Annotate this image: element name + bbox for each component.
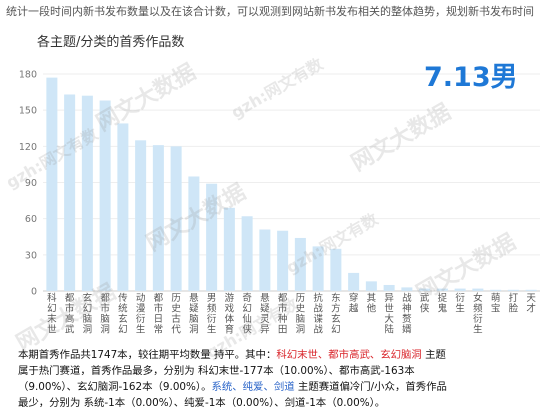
cold-topic: 剑道 [273,381,295,393]
summary-text-part: 主题 [421,349,446,361]
bars [46,77,537,292]
bar [383,284,395,291]
bar [135,140,147,291]
x-tick-label: 东方玄幻 [331,292,341,336]
x-tick-label: 都市高武 [65,293,75,336]
bar [241,216,253,291]
x-axis-labels: 科幻末世都市高武玄幻脑洞都市脑洞传统玄幻动漫衍生都市日常历史古代悬疑脑洞男频衍生… [47,292,536,336]
bar [490,289,502,291]
bar [525,289,537,291]
date-badge: 7.13男 [424,62,518,93]
summary-text-part: 本期首秀作品共1747本，较往期平均数量 持平。其中： [18,349,277,361]
bar [46,77,58,292]
hot-topic: 玄幻脑洞 [380,349,422,361]
y-tick-label: 120 [19,142,37,153]
summary-line-1: 本期首秀作品共1747本，较往期平均数量 持平。其中：科幻末世、都市高武、玄幻脑… [18,347,528,363]
y-tick-label: 60 [25,214,37,225]
y-tick-label: 0 [31,287,37,298]
separator: 、 [232,381,243,393]
y-tick-label: 180 [19,70,37,81]
x-tick-label: 捉鬼 [438,292,448,315]
bar [472,288,484,291]
x-tick-label: 衍生 [455,292,465,315]
bar [81,95,93,291]
x-tick-label: 历史古代 [171,293,181,336]
x-tick-label: 其他 [367,293,377,315]
summary-line-3: （9.00%）、玄幻脑洞-162本（9.00%）。系统、纯爱、剑道 主题赛道偏冷… [18,379,528,395]
bar [294,237,306,291]
chart-title: 各主题/分类的首秀作品数 [37,35,185,50]
bar [365,281,377,291]
x-tick-label: 悬疑灵异 [260,293,270,336]
summary-line-2: 属于热门赛道，首秀作品最多，分别为 科幻末世-177本（10.00%）、都市高武… [18,365,415,377]
bar [348,272,360,291]
cold-topic: 系统 [211,381,233,393]
bar [188,176,200,291]
x-tick-label: 游戏体育 [225,292,235,336]
summary-line-4: 最少，分别为 系统-1本（0.00%）、纯爱-1本（0.00%）、剑道-1本（0… [18,397,386,409]
bar [206,183,218,291]
bar [507,289,519,291]
x-tick-label: 都市种田 [278,293,288,336]
bar [419,288,431,291]
x-tick-label: 都市日常 [154,293,164,336]
hot-topic: 科幻末世 [276,349,318,361]
x-tick-label: 男频衍生 [207,293,217,336]
x-tick-label: 萌宝 [491,292,501,315]
x-tick-label: 传统玄幻 [118,292,128,336]
x-tick-label: 天才 [526,293,536,315]
page-description: 统计一段时间内新书发布数量以及在该合计数，可以观测到网站新书发布相关的整体趋势，… [6,5,534,18]
bar [64,94,76,292]
y-tick-label: 90 [25,178,37,189]
y-tick-label: 150 [19,106,37,117]
summary-text-part: （9.00%）、玄幻脑洞-162本（9.00%）。 [18,381,212,393]
x-tick-label: 悬疑脑洞 [189,293,199,336]
bar [401,287,413,291]
bar [330,248,342,291]
x-tick-label: 女频衍生 [473,292,483,336]
hot-topic: 都市高武 [328,349,370,361]
x-tick-label: 动漫衍生 [136,293,146,336]
separator: 、 [369,349,381,361]
bar [170,146,182,291]
x-tick-label: 穿越 [349,292,359,315]
x-tick-label: 武侠 [420,292,430,315]
x-tick-label: 都市脑洞 [100,293,110,336]
bar [259,229,271,291]
separator: 、 [263,381,274,393]
x-tick-label: 科幻末世 [47,292,57,336]
bar [152,145,164,291]
bar [436,288,448,291]
x-tick-label: 抗战谍战 [313,292,323,336]
cold-topic: 纯爱 [242,381,264,393]
separator: 、 [317,349,329,361]
x-tick-label: 打脸 [509,292,519,315]
y-axis-ticks: 0 30 60 90 120 150 180 [19,70,37,298]
x-tick-label: 玄幻脑洞 [83,292,93,336]
bar [454,288,466,291]
x-tick-label: 奇幻仙侠 [242,292,252,336]
bar [99,100,111,292]
summary-text-part: 主题赛道偏冷门/小众，首秀作品 [294,381,447,393]
bar [223,207,235,291]
bar [117,123,129,292]
y-tick-label: 30 [25,250,37,261]
bar [312,246,324,291]
bar [277,230,289,291]
bar-chart: 0 30 60 90 120 150 180 科幻末世都市高武玄幻脑洞都市脑洞传统玄幻动漫衍… [19,70,540,336]
x-tick-label: 历史脑洞 [296,293,306,336]
summary-text: 本期首秀作品共1747本，较往期平均数量 持平。其中：科幻末世、都市高武、玄幻脑… [18,347,528,411]
x-tick-label: 异世大陆 [384,293,394,336]
x-tick-label: 战神赘婿 [402,293,412,336]
